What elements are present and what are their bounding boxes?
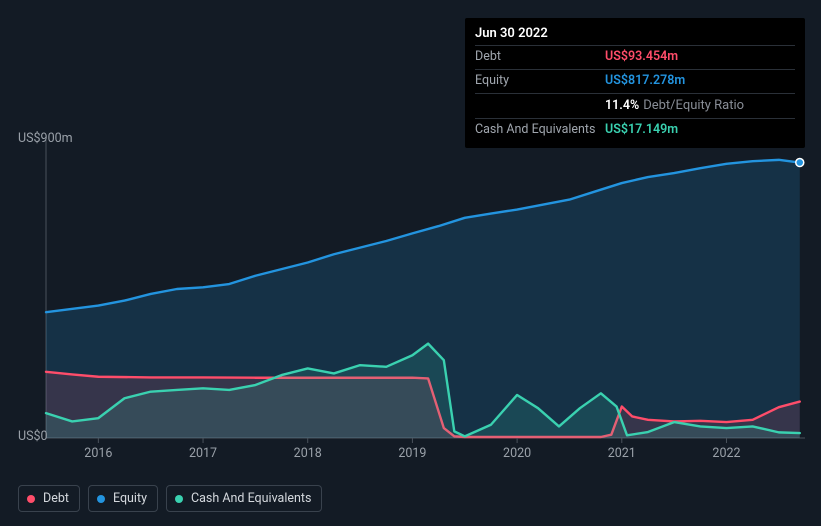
tooltip-label: Cash And Equivalents	[475, 122, 605, 139]
tooltip-row-ratio: 11.4%Debt/Equity Ratio	[475, 93, 795, 118]
legend-label: Debt	[43, 491, 69, 506]
x-axis-tick: 2017	[189, 446, 217, 461]
y-axis-tick: US$900m	[18, 131, 73, 146]
y-axis-tick: US$0	[18, 429, 48, 444]
legend-item-debt[interactable]: Debt	[18, 485, 80, 512]
legend-label: Equity	[113, 491, 147, 506]
legend-label: Cash And Equivalents	[191, 491, 311, 506]
tooltip-value: US$817.278m	[605, 73, 685, 90]
tooltip-row-debt: Debt US$93.454m	[475, 45, 795, 69]
x-axis-tick: 2022	[712, 446, 740, 461]
ratio-suffix: Debt/Equity Ratio	[643, 98, 744, 113]
x-axis-tick: 2020	[503, 446, 531, 461]
tooltip-label: Equity	[475, 73, 605, 90]
tooltip-row-equity: Equity US$817.278m	[475, 69, 795, 93]
swatch-cash	[175, 495, 183, 503]
chart-tooltip: Jun 30 2022 Debt US$93.454m Equity US$81…	[465, 18, 805, 148]
chart-legend: Debt Equity Cash And Equivalents	[18, 485, 322, 512]
x-axis-tick: 2018	[294, 446, 322, 461]
x-axis-tick: 2021	[608, 446, 636, 461]
legend-item-equity[interactable]: Equity	[88, 485, 158, 512]
tooltip-label	[475, 97, 605, 115]
tooltip-row-cash: Cash And Equivalents US$17.149m	[475, 118, 795, 142]
tooltip-value: 11.4%Debt/Equity Ratio	[605, 97, 744, 115]
tooltip-value: US$93.454m	[605, 49, 678, 66]
swatch-debt	[27, 495, 35, 503]
tooltip-value: US$17.149m	[605, 122, 678, 139]
tooltip-date: Jun 30 2022	[475, 26, 795, 45]
x-axis-tick: 2019	[398, 446, 426, 461]
tooltip-label: Debt	[475, 49, 605, 66]
legend-item-cash[interactable]: Cash And Equivalents	[166, 485, 322, 512]
swatch-equity	[97, 495, 105, 503]
x-axis-tick: 2016	[84, 446, 112, 461]
